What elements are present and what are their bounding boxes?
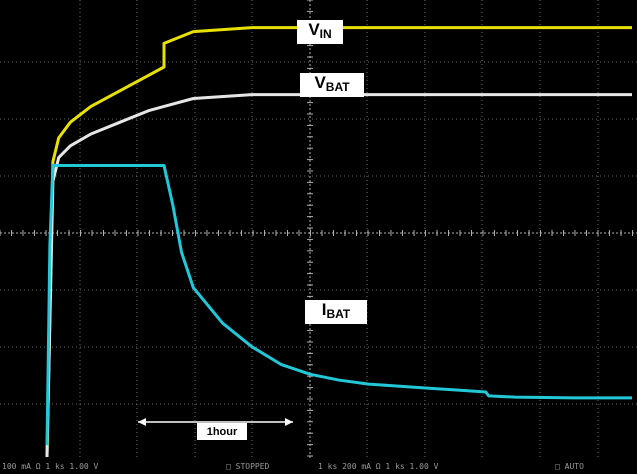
status-stopped: □ STOPPED [226, 462, 270, 471]
status-bar: 100 mA Ω 1 ks 1.00 V □ STOPPED 1 ks 200 … [0, 460, 637, 474]
legend-vin-main: V [308, 20, 320, 39]
legend-ibat: I BAT [305, 300, 367, 324]
legend-ibat-main: I [321, 300, 327, 319]
legend-vbat-main: V [314, 73, 326, 92]
scale-arrow-left-head [138, 418, 146, 426]
legend-vbat: V BAT [300, 73, 364, 97]
legend-ibat-sub: BAT [326, 307, 351, 321]
legend-vbat-sub: BAT [325, 80, 350, 94]
status-channel-2: 1 ks 200 mA Ω 1 ks 1.00 V [318, 462, 439, 471]
time-scale-arrow [138, 418, 293, 426]
vbat-trace [45, 93, 632, 458]
time-scale-label: 1hour [197, 423, 247, 440]
scale-arrow-right-head [285, 418, 293, 426]
ibat-trace [45, 164, 632, 446]
legend-vin: V IN [297, 20, 343, 44]
status-channel-1: 100 mA Ω 1 ks 1.00 V [2, 462, 99, 471]
graticule [0, 0, 637, 460]
status-auto: □ AUTO [555, 462, 584, 471]
legend-vin-sub: IN [319, 27, 332, 41]
